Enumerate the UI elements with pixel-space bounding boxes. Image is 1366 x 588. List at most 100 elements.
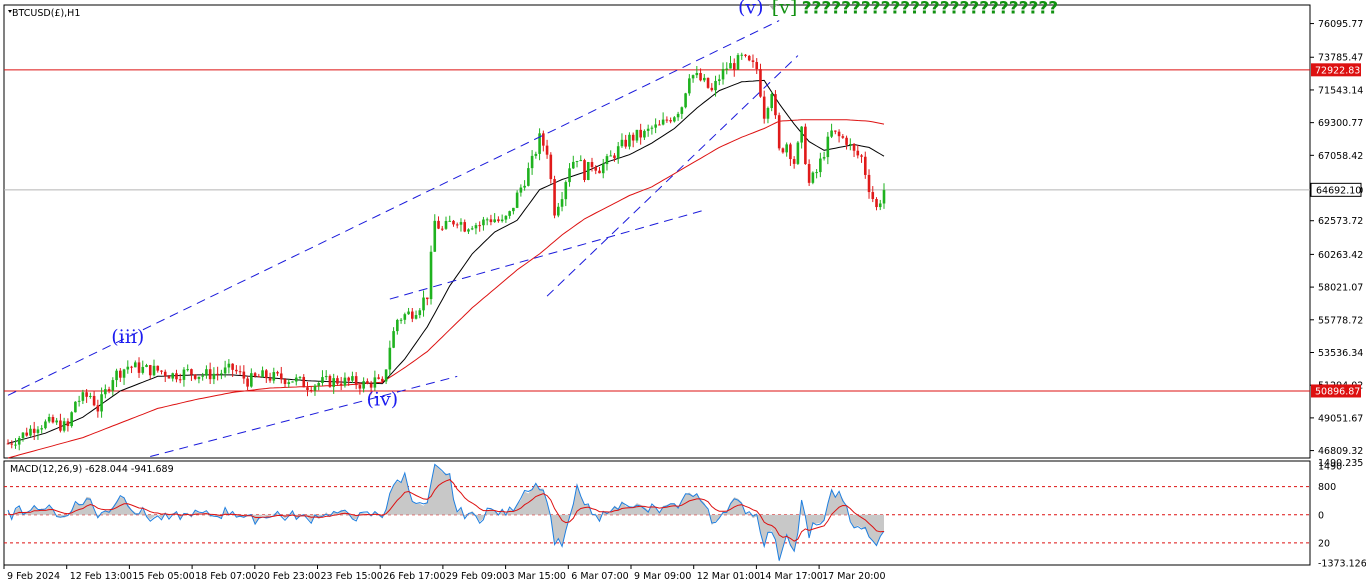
candle-body [197,376,201,379]
candle-body [478,225,481,227]
candle-body [6,443,10,445]
scroll-marker-icon[interactable] [769,5,777,10]
candle [193,374,197,381]
candle [231,363,234,377]
candle-body [70,412,73,427]
wave-label-v: (v) [738,0,764,18]
candle-body [411,311,414,319]
candle-body [10,443,14,445]
candle [36,426,40,440]
candle [523,180,526,191]
time-tick-label: 3 Mar 15:00 [509,571,566,582]
candle [100,387,103,418]
candle [59,413,62,433]
candle-body [362,381,365,389]
candle [624,134,627,149]
candle [792,156,796,169]
candle-body [396,319,399,332]
candle-body [399,319,403,321]
candle-body [268,378,272,381]
candle-body [321,377,324,384]
candle [358,382,362,395]
candle [571,155,575,170]
macd-tick-label: -1373.126 [1318,559,1366,570]
candle [373,370,377,391]
candle [130,365,133,374]
candle-body [658,124,661,126]
candle [21,432,25,442]
current-price-label: 64692.10 [1316,185,1361,196]
candle [515,190,519,209]
candle-body [59,420,62,431]
candle [324,370,328,381]
candle [807,159,811,186]
candle-body [616,146,620,159]
candle [594,165,598,175]
time-tick-label: 17 Mar 20:00 [822,571,885,582]
candle-body [152,365,156,376]
candle [414,310,418,320]
candle-body [414,315,418,319]
candle-body [815,172,818,174]
candle-body [489,219,493,223]
candle-body [313,385,317,391]
candle [856,144,860,159]
candle [133,360,137,368]
candle [721,62,725,85]
price-tag-label: 72922.83 [1315,65,1360,76]
channel-line-2 [389,209,705,300]
candle-body [429,251,433,300]
candle-body [654,124,657,128]
candle [530,150,534,175]
candle-body [193,374,197,379]
candle [306,381,309,397]
candle-body [590,162,594,168]
candle-body [96,405,100,412]
candle-body [530,155,534,169]
candle-body [789,144,792,160]
price-tick-label: 73785.47 [1318,53,1363,64]
candle-body [751,60,755,62]
wave-label-iii: (iii) [111,326,144,348]
candle-body [242,371,246,379]
candle-body [283,379,287,384]
candle-body [564,182,568,200]
candle [478,221,481,232]
candle [137,357,141,378]
candle-body [811,172,815,183]
candle-body [500,219,504,222]
candle-body [175,373,178,380]
candle [343,372,347,388]
candle [691,74,695,83]
candle-body [261,370,264,378]
candle-body [624,139,627,147]
candle [575,160,579,168]
candle-body [721,69,725,80]
candle [871,186,875,203]
candle [676,111,680,121]
candle [115,368,118,388]
candle-body [294,377,298,382]
candle [152,359,156,377]
candle [785,142,788,157]
channel-line-0 [7,20,780,396]
candle [89,392,92,399]
candle-body [777,115,781,149]
candle-body [594,167,598,171]
candle-body [703,77,706,81]
candle [732,58,736,77]
candle [770,91,773,112]
candle-body [148,365,152,376]
candle [485,217,489,226]
candle-body [381,378,384,382]
candle-body [418,310,422,316]
candle [609,150,613,157]
candle [557,202,560,218]
candle-body [620,139,624,147]
candle-body [163,371,167,377]
candle-body [403,314,407,320]
candle-body [575,160,579,162]
candle-body [190,369,193,375]
candle-body [785,144,788,153]
